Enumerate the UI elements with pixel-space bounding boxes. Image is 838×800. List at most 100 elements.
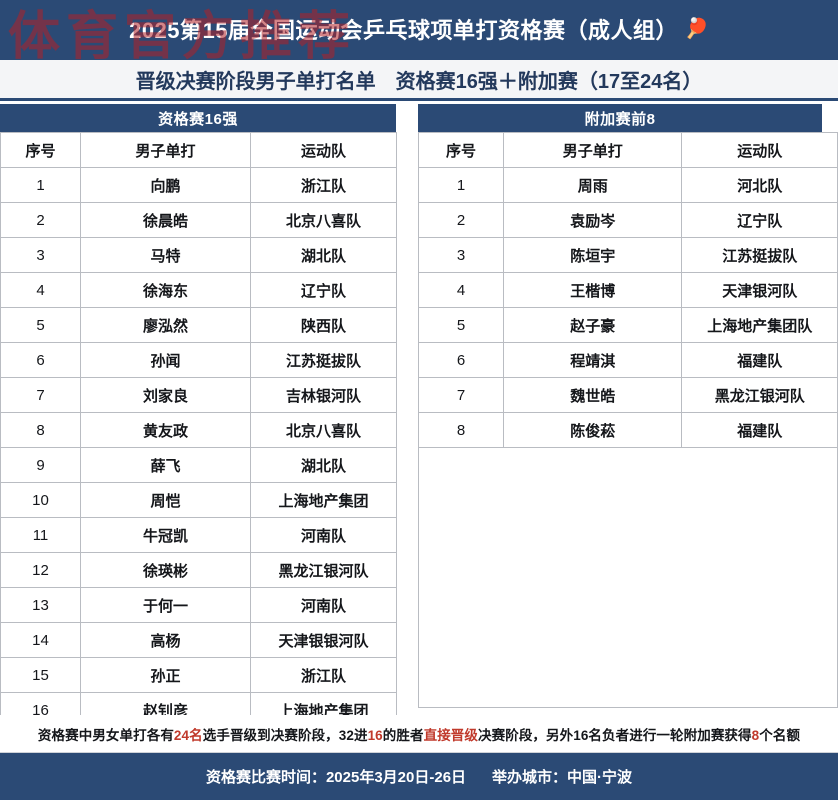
cell-left-r2-c1: 马特 [80, 237, 251, 273]
column-header-right-1: 男子单打 [503, 132, 683, 168]
cell-left-r8-c1: 薛飞 [80, 447, 251, 483]
cell-right-r6-c1: 魏世皓 [503, 377, 683, 413]
table-playoff-top8: 序号 男子单打 运动队 1 周雨 河北队 2 袁励岑 辽宁队 3 陈垣宇 江苏挺拔队 4 王楷博 天津银河队… [417, 132, 838, 448]
cell-right-r7-c0: 8 [417, 412, 505, 448]
cell-left-r8-c2: 湖北队 [250, 447, 397, 483]
note-highlight-1: 24名 [173, 727, 203, 743]
table-caption-right: 附加赛前8 [418, 104, 822, 132]
cell-left-r6-c0: 7 [0, 377, 81, 413]
footer-city: 举办城市：中国·宁波 [492, 769, 633, 786]
cell-left-r4-c1: 廖泓然 [80, 307, 251, 343]
note-highlight-3: 直接晋级 [423, 727, 479, 743]
cell-left-r0-c1: 向鹏 [80, 167, 251, 203]
table-row: 15 孙正 浙江队 [0, 657, 397, 693]
cell-right-r1-c0: 2 [417, 202, 505, 238]
table-row: 10 周恺 上海地产集团 [0, 482, 397, 518]
cell-left-r14-c0: 15 [0, 657, 81, 693]
cell-left-r0-c0: 1 [0, 167, 81, 203]
table-row: 6 程靖淇 福建队 [417, 342, 838, 378]
table-row: 8 陈俊菘 福建队 [417, 412, 838, 448]
table-header-row-right: 序号 男子单打 运动队 [417, 132, 838, 168]
cell-left-r10-c1: 牛冠凯 [80, 517, 251, 553]
cell-right-r6-c2: 黑龙江银河队 [681, 377, 838, 413]
table-header-row-left: 序号 男子单打 运动队 [0, 132, 397, 168]
column-header-left-1: 男子单打 [80, 132, 251, 168]
table-row: 6 孙闻 江苏挺拔队 [0, 342, 397, 378]
cell-left-r5-c1: 孙闻 [80, 342, 251, 378]
table-row: 12 徐瑛彬 黑龙江银河队 [0, 552, 397, 588]
cell-right-r4-c0: 5 [417, 307, 505, 343]
cell-left-r4-c2: 陕西队 [250, 307, 397, 343]
table-block-qualifier-top16: 资格赛16强 序号 男子单打 运动队 1 向鹏 浙江队 2 徐晨皓 北京八喜队 3 马特 湖北队 4 徐海… [0, 104, 397, 728]
table-row: 2 徐晨皓 北京八喜队 [0, 202, 397, 238]
cell-left-r4-c0: 5 [0, 307, 81, 343]
cell-right-r4-c1: 赵子豪 [503, 307, 683, 343]
note-highlight-2: 16 [367, 727, 383, 743]
note-part-5: 个名额 [759, 727, 801, 743]
cell-left-r0-c2: 浙江队 [250, 167, 397, 203]
table-row: 8 黄友政 北京八喜队 [0, 412, 397, 448]
cell-left-r5-c0: 6 [0, 342, 81, 378]
cell-left-r13-c1: 高杨 [80, 622, 251, 658]
cell-left-r6-c2: 吉林银河队 [250, 377, 397, 413]
cell-left-r10-c0: 11 [0, 517, 81, 553]
table-row: 3 陈垣宇 江苏挺拔队 [417, 237, 838, 273]
cell-right-r1-c1: 袁励岑 [503, 202, 683, 238]
cell-left-r11-c1: 徐瑛彬 [80, 552, 251, 588]
cell-right-r0-c2: 河北队 [681, 167, 838, 203]
cell-right-r3-c0: 4 [417, 272, 505, 308]
cell-left-r14-c1: 孙正 [80, 657, 251, 693]
cell-right-r5-c1: 程靖淇 [503, 342, 683, 378]
empty-filler-area [418, 448, 838, 708]
cell-left-r1-c1: 徐晨皓 [80, 202, 251, 238]
cell-left-r5-c2: 江苏挺拔队 [250, 342, 397, 378]
cell-left-r3-c2: 辽宁队 [250, 272, 397, 308]
cell-left-r9-c1: 周恺 [80, 482, 251, 518]
cell-left-r7-c0: 8 [0, 412, 81, 448]
table-row: 11 牛冠凯 河南队 [0, 517, 397, 553]
table-row: 3 马特 湖北队 [0, 237, 397, 273]
table-qualifier-top16: 序号 男子单打 运动队 1 向鹏 浙江队 2 徐晨皓 北京八喜队 3 马特 湖北队 4 徐海东 辽宁队 5 廖泓… [0, 132, 397, 728]
note-highlight-4: 8 [751, 727, 760, 743]
cell-left-r12-c1: 于何一 [80, 587, 251, 623]
cell-left-r2-c2: 湖北队 [250, 237, 397, 273]
table-row: 7 魏世皓 黑龙江银河队 [417, 377, 838, 413]
cell-left-r8-c0: 9 [0, 447, 81, 483]
cell-left-r2-c0: 3 [0, 237, 81, 273]
table-row: 14 高杨 天津银银河队 [0, 622, 397, 658]
cell-right-r5-c2: 福建队 [681, 342, 838, 378]
cell-right-r7-c1: 陈俊菘 [503, 412, 683, 448]
cell-right-r2-c1: 陈垣宇 [503, 237, 683, 273]
cell-right-r3-c2: 天津银河队 [681, 272, 838, 308]
table-row: 13 于何一 河南队 [0, 587, 397, 623]
table-row: 9 薛飞 湖北队 [0, 447, 397, 483]
table-row: 1 向鹏 浙江队 [0, 167, 397, 203]
note-strip: 资格赛中男女单打各有24名选手晋级到决赛阶段，32进16的胜者直接晋级决赛阶段，… [0, 715, 838, 753]
cell-left-r9-c0: 10 [0, 482, 81, 518]
cell-left-r11-c0: 12 [0, 552, 81, 588]
cell-left-r11-c2: 黑龙江银河队 [250, 552, 397, 588]
column-header-right-0: 序号 [417, 132, 505, 168]
cell-left-r1-c2: 北京八喜队 [250, 202, 397, 238]
page-subtitle: 晋级决赛阶段男子单打名单 资格赛16强＋附加赛（17至24名） [135, 70, 703, 93]
column-header-left-0: 序号 [0, 132, 81, 168]
cell-left-r13-c2: 天津银银河队 [250, 622, 397, 658]
cell-left-r12-c0: 13 [0, 587, 81, 623]
cell-right-r1-c2: 辽宁队 [681, 202, 838, 238]
note-part-2: 选手晋级到决赛阶段，32进 [202, 727, 368, 743]
cell-right-r6-c0: 7 [417, 377, 505, 413]
cell-right-r3-c1: 王楷博 [503, 272, 683, 308]
table-row: 5 廖泓然 陕西队 [0, 307, 397, 343]
table-block-playoff-top8: 附加赛前8 序号 男子单打 运动队 1 周雨 河北队 2 袁励岑 辽宁队 3 陈垣宇 江苏挺拔队 4 王楷… [417, 104, 838, 708]
cell-left-r9-c2: 上海地产集团 [250, 482, 397, 518]
cell-right-r2-c0: 3 [417, 237, 505, 273]
footer-bar: 资格赛比赛时间：2025年3月20日-26日 举办城市：中国·宁波 [0, 753, 838, 800]
cell-left-r7-c2: 北京八喜队 [250, 412, 397, 448]
cell-left-r3-c0: 4 [0, 272, 81, 308]
cell-left-r14-c2: 浙江队 [250, 657, 397, 693]
cell-right-r4-c2: 上海地产集团队 [681, 307, 838, 343]
cell-left-r1-c0: 2 [0, 202, 81, 238]
column-header-right-2: 运动队 [681, 132, 838, 168]
page-title: 2025第15届全国运动会乒乓球项单打资格赛（成人组） [129, 17, 678, 43]
